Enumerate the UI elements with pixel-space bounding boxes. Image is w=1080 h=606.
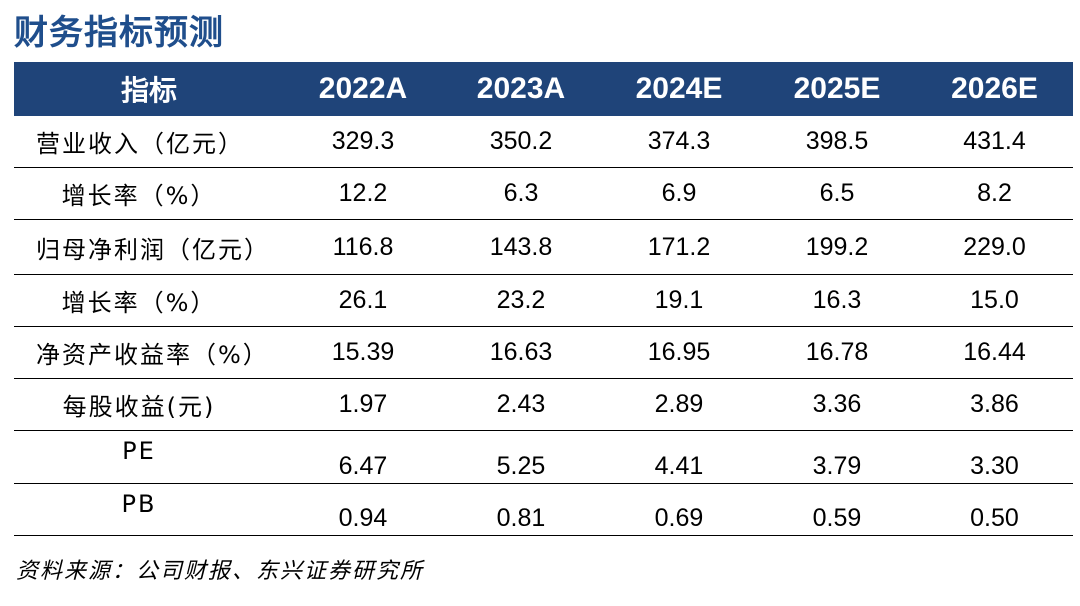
table-cell: 3.86 (970, 390, 1019, 418)
table-cell: 229.0 (963, 232, 1026, 261)
header-year: 2024E (635, 72, 723, 105)
table-cell: 16.95 (647, 338, 711, 366)
table-cell: 6.47 (338, 452, 388, 480)
header-year: 2022A (318, 72, 408, 105)
row-label: PB (121, 490, 157, 518)
table-cell: 3.30 (970, 452, 1019, 480)
table-cell: 431.4 (963, 127, 1026, 155)
row-label: PE (122, 437, 156, 465)
row-label: 每股收益(元) (62, 393, 216, 421)
table-cell: 6.5 (819, 179, 855, 207)
table-row-pb: PB 0.94 0.81 0.69 0.59 0.50 (14, 484, 1073, 536)
table-row-pe: PE 6.47 5.25 4.41 3.79 3.30 (14, 431, 1073, 484)
table-cell: 6.9 (661, 179, 697, 207)
source-note: 资料来源：公司财报、东兴证券研究所 (16, 559, 425, 584)
table-cell: 2.89 (654, 390, 704, 418)
header-year: 2026E (951, 72, 1038, 105)
table-cell: 3.36 (812, 390, 862, 418)
table-cell: 15.0 (970, 286, 1019, 314)
table-cell: 6.3 (503, 179, 539, 207)
row-label: 增长率（%） (61, 289, 217, 317)
financial-forecast-table: 指标 2022A 2023A 2024E 2025E 2026E 营业收入（亿元… (14, 62, 1073, 536)
table-cell: 398.5 (805, 127, 869, 155)
row-label: 归母净利润（亿元） (36, 235, 270, 264)
table-cell: 1.97 (338, 390, 388, 418)
header-indicator: 指标 (120, 74, 177, 107)
table-cell: 23.2 (496, 286, 546, 314)
table-row-profit-growth: 增长率（%） 26.1 23.2 19.1 16.3 15.0 (14, 275, 1073, 327)
table-row-eps: 每股收益(元) 1.97 2.43 2.89 3.36 3.86 (14, 379, 1073, 431)
table-cell: 19.1 (654, 286, 704, 314)
row-label: 营业收入（亿元） (36, 130, 244, 158)
page-title: 财务指标预测 (14, 13, 224, 53)
header-year: 2023A (476, 72, 566, 105)
table-cell: 350.2 (489, 127, 553, 155)
table-cell: 0.94 (338, 504, 388, 532)
table-cell: 199.2 (805, 232, 869, 261)
table-cell: 16.63 (489, 338, 553, 366)
table-cell: 171.2 (647, 232, 711, 261)
table-cell: 4.41 (654, 452, 704, 480)
table-cell: 16.44 (963, 338, 1026, 366)
table-cell: 8.2 (977, 179, 1012, 207)
table-cell: 5.25 (496, 452, 546, 480)
table-cell: 16.3 (812, 286, 862, 314)
table-cell: 0.59 (812, 504, 862, 532)
table-cell: 0.50 (970, 504, 1019, 532)
table-cell: 0.81 (496, 504, 546, 532)
table-cell: 0.69 (654, 504, 704, 532)
table-cell: 143.8 (489, 232, 553, 261)
header-year: 2025E (793, 72, 881, 105)
table-row-revenue-growth: 增长率（%） 12.2 6.3 6.9 6.5 8.2 (14, 168, 1073, 220)
table-cell: 2.43 (496, 390, 546, 418)
row-label: 增长率（%） (61, 182, 217, 210)
table-cell: 12.2 (338, 179, 388, 207)
table-header-row: 指标 2022A 2023A 2024E 2025E 2026E (14, 62, 1073, 116)
table-cell: 3.79 (812, 452, 862, 480)
row-label: 净资产收益率（%） (36, 341, 269, 369)
table-cell: 16.78 (805, 338, 869, 366)
table-row-revenue: 营业收入（亿元） 329.3 350.2 374.3 398.5 431.4 (14, 116, 1073, 168)
table-cell: 26.1 (338, 286, 388, 314)
table-row-roe: 净资产收益率（%） 15.39 16.63 16.95 16.78 16.44 (14, 327, 1073, 379)
table-cell: 329.3 (331, 127, 395, 155)
table-row-net-profit: 归母净利润（亿元） 116.8 143.8 171.2 199.2 229.0 (14, 220, 1073, 275)
table-cell: 374.3 (647, 127, 711, 155)
table-cell: 116.8 (332, 232, 394, 261)
table-cell: 15.39 (331, 338, 395, 366)
